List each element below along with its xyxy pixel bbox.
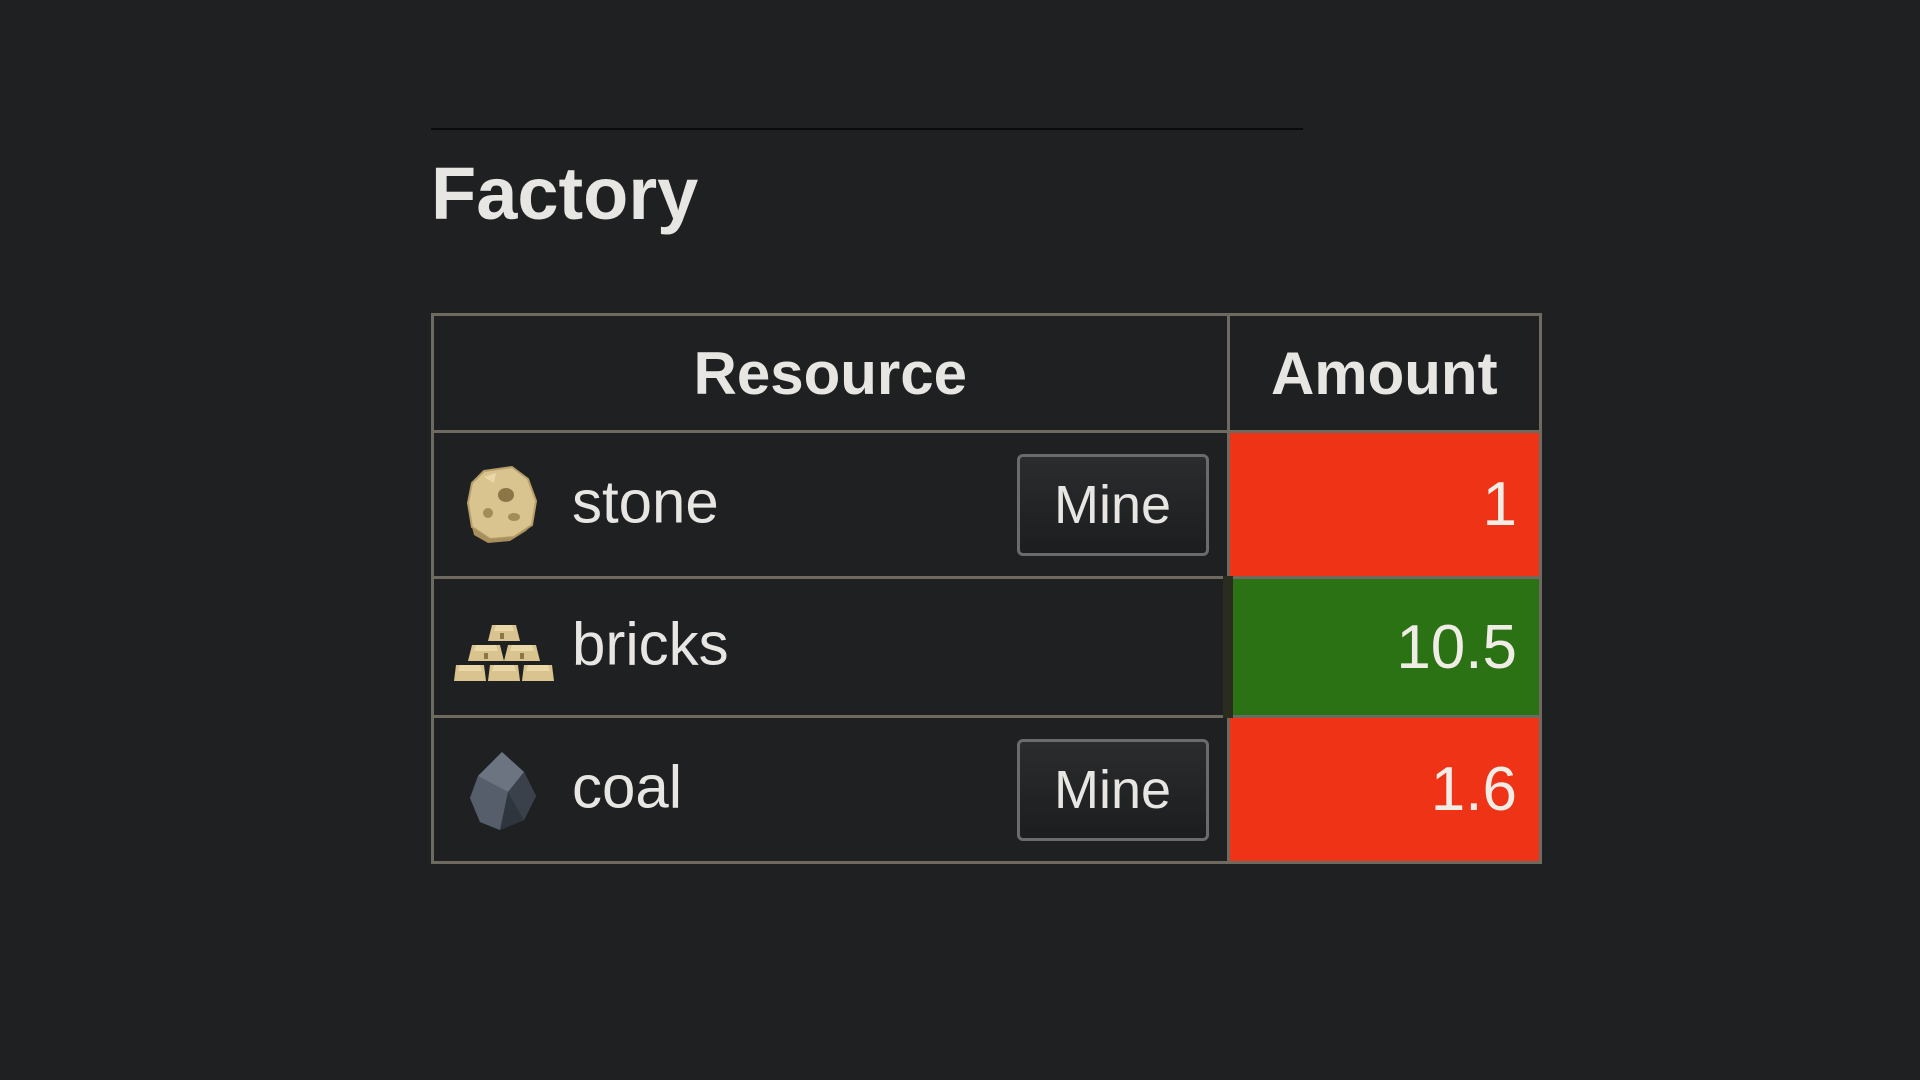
resource-cell: coal Mine: [431, 715, 1230, 864]
resource-table: Resource Amount: [431, 313, 1542, 864]
amount-cell: 1.6: [1226, 715, 1542, 864]
resource-cell: stone Mine: [431, 430, 1230, 579]
amount-column-header: Amount: [1226, 313, 1542, 433]
bricks-icon: [454, 599, 554, 695]
resource-name: coal: [572, 753, 683, 821]
stone-icon: [454, 457, 550, 553]
resource-name: stone: [572, 468, 719, 536]
amount-cell: 1: [1226, 430, 1542, 579]
coal-icon: [454, 742, 550, 838]
table-row: coal Mine 1.6: [431, 715, 1542, 864]
resource-cell: bricks: [431, 576, 1230, 718]
table-header-row: Resource Amount: [431, 313, 1542, 433]
page-title: Factory: [431, 152, 699, 235]
table-row: bricks 10.5: [431, 576, 1542, 718]
table-row: stone Mine 1: [431, 430, 1542, 579]
amount-cell: 10.5: [1223, 576, 1542, 718]
resource-name: bricks: [572, 610, 729, 678]
section-divider: [431, 128, 1303, 130]
mine-coal-button[interactable]: Mine: [1016, 738, 1209, 841]
mine-stone-button[interactable]: Mine: [1016, 453, 1209, 556]
resource-column-header: Resource: [431, 313, 1230, 433]
